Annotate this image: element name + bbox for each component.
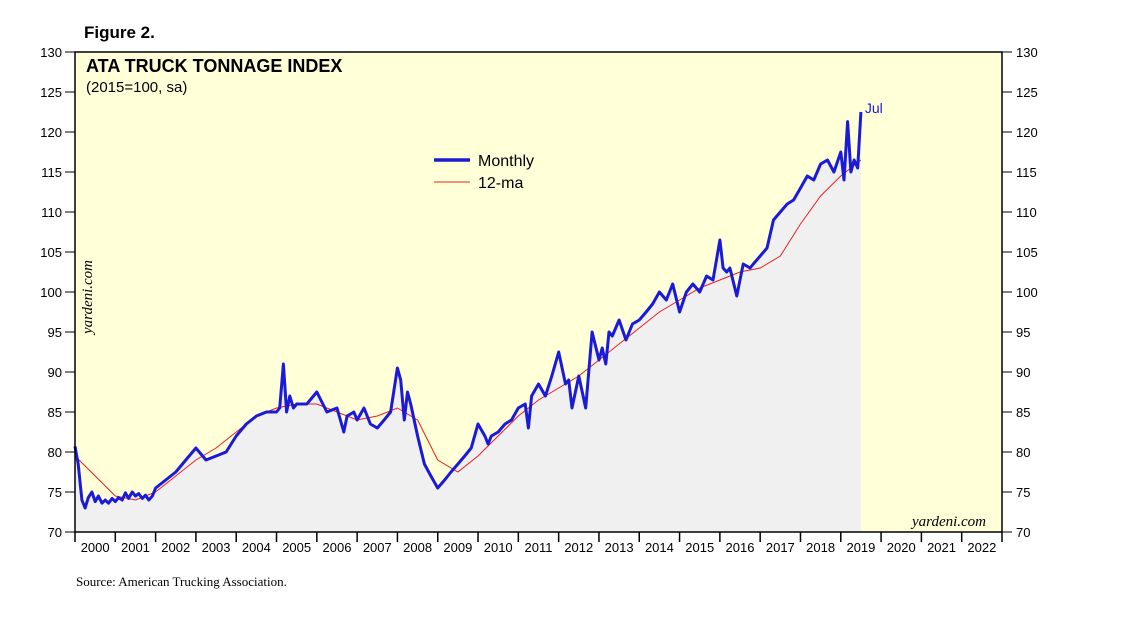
legend-monthly-label: Monthly bbox=[478, 153, 534, 170]
line-monthly bbox=[73, 111, 863, 510]
xtick-label-2019: 2019 bbox=[846, 540, 875, 555]
ytick-label-right-105: 105 bbox=[1016, 245, 1038, 260]
ytick-label-right-110: 110 bbox=[1016, 205, 1037, 220]
xtick-label-2012: 2012 bbox=[564, 540, 593, 555]
xtick-label-2008: 2008 bbox=[403, 540, 432, 555]
ytick-label-right-90: 90 bbox=[1016, 365, 1030, 380]
xtick-label-2010: 2010 bbox=[484, 540, 513, 555]
xtick-label-2020: 2020 bbox=[887, 540, 916, 555]
series-12-ma bbox=[74, 159, 862, 501]
ytick-label-left-110: 110 bbox=[41, 205, 62, 220]
xtick-label-2000: 2000 bbox=[81, 540, 110, 555]
series-monthly bbox=[73, 111, 863, 510]
xtick-label-2021: 2021 bbox=[927, 540, 956, 555]
ytick-label-left-95: 95 bbox=[48, 325, 62, 340]
ytick-label-left-115: 115 bbox=[41, 165, 62, 180]
source-note: Source: American Trucking Association. bbox=[76, 574, 287, 589]
ytick-label-right-80: 80 bbox=[1016, 445, 1030, 460]
watermark-vertical: yardeni.com bbox=[80, 260, 96, 336]
ytick-label-left-90: 90 bbox=[48, 365, 62, 380]
xtick-label-2003: 2003 bbox=[202, 540, 231, 555]
xtick-label-2015: 2015 bbox=[685, 540, 714, 555]
xtick-label-2009: 2009 bbox=[443, 540, 472, 555]
xtick-label-2016: 2016 bbox=[726, 540, 755, 555]
xtick-label-2013: 2013 bbox=[605, 540, 634, 555]
ytick-label-left-85: 85 bbox=[48, 405, 62, 420]
chart-title: ATA TRUCK TONNAGE INDEX bbox=[86, 56, 342, 76]
ytick-label-right-85: 85 bbox=[1016, 405, 1030, 420]
ytick-label-right-125: 125 bbox=[1016, 85, 1038, 100]
xtick-label-2002: 2002 bbox=[161, 540, 190, 555]
figure-label: Figure 2. bbox=[84, 23, 155, 42]
ytick-label-left-70: 70 bbox=[48, 525, 62, 540]
area-under-monthly bbox=[75, 112, 861, 532]
ytick-label-left-125: 125 bbox=[40, 85, 62, 100]
axes: 70 70 75 75 80 80 85 85 90 90 95 95 100 100 105 105 110 1… bbox=[40, 45, 1037, 555]
xtick-label-2011: 2011 bbox=[525, 540, 553, 555]
ytick-label-right-75: 75 bbox=[1016, 485, 1030, 500]
shaded-area bbox=[75, 112, 861, 532]
xtick-label-2005: 2005 bbox=[282, 540, 311, 555]
xtick-label-2007: 2007 bbox=[363, 540, 392, 555]
ytick-label-left-100: 100 bbox=[40, 285, 62, 300]
ytick-label-left-75: 75 bbox=[48, 485, 62, 500]
xtick-label-2006: 2006 bbox=[323, 540, 352, 555]
legend-12-ma-label: 12-ma bbox=[478, 175, 523, 192]
line-12-ma bbox=[74, 159, 862, 501]
ytick-label-left-80: 80 bbox=[48, 445, 62, 460]
xtick-label-2018: 2018 bbox=[806, 540, 835, 555]
xtick-label-2022: 2022 bbox=[967, 540, 996, 555]
chart-subtitle: (2015=100, sa) bbox=[86, 79, 187, 96]
xtick-label-2004: 2004 bbox=[242, 540, 271, 555]
ytick-label-right-95: 95 bbox=[1016, 325, 1030, 340]
ytick-label-left-130: 130 bbox=[40, 45, 62, 60]
end-annotation: Jul bbox=[865, 100, 883, 116]
xtick-label-2017: 2017 bbox=[766, 540, 795, 555]
xtick-label-2014: 2014 bbox=[645, 540, 674, 555]
ytick-label-right-70: 70 bbox=[1016, 525, 1030, 540]
ytick-label-left-105: 105 bbox=[40, 245, 62, 260]
legend: Monthly 12-ma bbox=[434, 153, 534, 192]
xtick-label-2001: 2001 bbox=[121, 540, 150, 555]
watermark-bottom: yardeni.com bbox=[910, 514, 986, 530]
ytick-label-left-120: 120 bbox=[40, 125, 62, 140]
ytick-label-right-130: 130 bbox=[1016, 45, 1038, 60]
ytick-label-right-115: 115 bbox=[1016, 165, 1037, 180]
ytick-label-right-100: 100 bbox=[1016, 285, 1038, 300]
ytick-label-right-120: 120 bbox=[1016, 125, 1038, 140]
